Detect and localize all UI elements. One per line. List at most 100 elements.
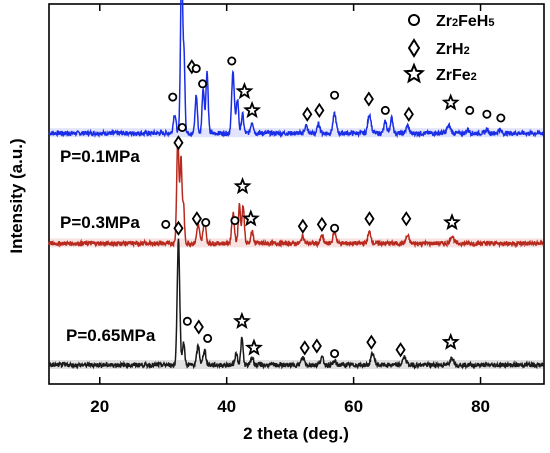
- series-p-0-1mpa-marker-11-circle-shape: [330, 90, 340, 100]
- series-p-0-1mpa-marker-7-star: [235, 81, 254, 100]
- legend-text: Zr: [436, 13, 452, 30]
- series-p-0-3mpa-trace: [48, 136, 545, 249]
- legend-item-circle: Zr2FeH5: [408, 13, 494, 30]
- series-p-0-1mpa-marker-6-circle: [227, 56, 237, 66]
- series-p-0-3mpa-marker-4-diamond-shape: [191, 211, 202, 227]
- series-p-0-65mpa-marker-5-star: [232, 311, 251, 329]
- series-p-0-1mpa-marker-6-circle-shape: [227, 56, 237, 66]
- series-p-0-1mpa-marker-8-star: [243, 100, 262, 119]
- series-p-0-3mpa-marker-1-circle-shape: [177, 123, 187, 133]
- series-p-0-1mpa-marker-9-diamond-shape: [302, 106, 313, 122]
- series-p-0-65mpa-marker-1-diamond: [173, 220, 184, 236]
- legend-circle-symbol: [408, 14, 420, 26]
- series-p-0-3mpa-marker-14-star-shape: [442, 212, 462, 231]
- series-p-0-65mpa-marker-3-diamond: [193, 319, 204, 335]
- series-p-0-1mpa-marker-9-diamond: [302, 106, 313, 122]
- series-p-0-3mpa-marker-8-star: [241, 209, 260, 227]
- series-p-0-65mpa-marker-7-diamond-shape: [299, 340, 310, 356]
- series-p-0-3mpa-marker-2-diamond-shape: [173, 135, 184, 151]
- series-p-0-65mpa-marker-12-star-shape: [441, 332, 460, 350]
- x-tick-label-20: 20: [90, 397, 109, 416]
- series-p-0-1mpa-marker-14-diamond: [403, 106, 414, 122]
- series-p-0-1mpa-marker-15-star-shape: [441, 93, 460, 111]
- series-p-0-1mpa-marker-17-circle-shape: [482, 109, 492, 119]
- series-p-0-3mpa-marker-6-circle: [230, 216, 240, 226]
- series-p-0-1mpa-marker-14-diamond-shape: [403, 106, 414, 122]
- series-p-0-1mpa-marker-11-circle: [330, 90, 340, 100]
- series-p-0-1mpa-marker-8-star-shape: [243, 100, 262, 119]
- series-p-0-3mpa-marker-11-circle-shape: [330, 223, 340, 233]
- series-p-0-1mpa-marker-13-circle-shape: [380, 105, 390, 115]
- series-p-0-1mpa-marker-18-circle: [496, 113, 506, 123]
- x-tick-label-80: 80: [471, 397, 490, 416]
- series-p-0-1mpa-marker-4-circle-shape: [191, 64, 201, 74]
- series-p-0-3mpa-marker-12-diamond-shape: [364, 211, 375, 227]
- series-p-0-3mpa-marker-12-diamond: [364, 211, 375, 227]
- peak-markers: [161, 56, 506, 359]
- series-label-1: P=0.1MPa: [60, 147, 140, 166]
- series-label-3: P=0.65MPa: [66, 326, 156, 345]
- series-p-0-1mpa-marker-16-circle-shape: [465, 105, 475, 115]
- series-p-0-65mpa-marker-6-star-shape: [244, 338, 264, 356]
- series-p-0-65mpa-trace: [48, 238, 545, 371]
- x-axis-label: 2 theta (deg.): [243, 424, 349, 443]
- series-p-0-3mpa-marker-13-diamond: [401, 211, 412, 227]
- series-p-0-1mpa-marker-12-diamond: [363, 91, 374, 107]
- series-p-0-1mpa-marker-10-diamond-shape: [314, 102, 325, 119]
- series-p-0-3mpa-marker-5-circle-shape: [201, 217, 211, 227]
- series-p-0-1mpa-marker-13-circle: [380, 105, 390, 115]
- legend-subscript: 5: [488, 17, 494, 29]
- series-p-0-65mpa-marker-12-star: [441, 332, 460, 350]
- series-p-0-1mpa-marker-15-star: [441, 93, 460, 111]
- x-tick-label-40: 40: [217, 397, 236, 416]
- series-p-0-1mpa-marker-12-diamond-shape: [363, 91, 374, 107]
- series-p-0-65mpa-marker-1-diamond-shape: [173, 220, 184, 236]
- legend-subscript: 2: [464, 45, 470, 57]
- series-p-0-65mpa-marker-2-circle-shape: [182, 316, 192, 326]
- series-label-2: P=0.3MPa: [60, 213, 140, 232]
- x-axis-ticks: 20 40 60 80: [90, 4, 490, 416]
- series-p-0-1mpa-marker-16-circle: [465, 105, 475, 115]
- x-tick-label-60: 60: [344, 397, 363, 416]
- legend-item-star-label: ZrFe2: [436, 67, 477, 84]
- series-p-0-3mpa-marker-10-diamond: [316, 216, 327, 233]
- series-p-0-3mpa-marker-13-diamond-shape: [401, 211, 412, 227]
- series-p-0-65mpa-marker-11-diamond: [395, 342, 406, 358]
- series-p-0-1mpa-marker-5-circle-shape: [198, 79, 208, 89]
- y-axis-label: Intensity (a.u.): [7, 138, 26, 253]
- series-p-0-3mpa-marker-7-star-shape: [233, 176, 252, 195]
- series-p-0-1mpa-marker-17-circle: [482, 109, 492, 119]
- series-p-0-65mpa-marker-11-diamond-shape: [395, 342, 406, 358]
- series-p-0-1mpa-trace: [48, 0, 545, 139]
- series-p-0-65mpa-marker-9-circle-shape: [330, 349, 340, 359]
- series-p-0-65mpa-marker-6-star: [244, 338, 264, 356]
- series-p-0-3mpa-marker-4-diamond: [191, 211, 202, 227]
- series-p-0-65mpa-marker-9-circle: [330, 349, 340, 359]
- legend-item-diamond: ZrH2: [407, 38, 470, 58]
- legend-text: ZrFe: [436, 67, 471, 84]
- series-p-0-65mpa-marker-4-circle: [203, 333, 213, 343]
- series-p-0-65mpa-marker-3-diamond-shape: [193, 319, 204, 335]
- legend-diamond-symbol: [407, 38, 421, 58]
- series-labels: P=0.1MPa P=0.3MPa P=0.65MPa: [60, 147, 156, 345]
- series-p-0-1mpa-marker-2-circle-shape: [168, 92, 178, 102]
- series-p-0-1mpa-marker-10-diamond: [314, 102, 325, 119]
- series-p-0-3mpa-marker-14-star: [442, 212, 462, 231]
- series-p-0-3mpa-marker-9-diamond: [297, 218, 308, 234]
- series-p-0-3mpa-marker-3-circle-shape: [161, 219, 171, 229]
- series-p-0-3mpa-marker-7-star: [233, 176, 252, 195]
- legend-text: FeH: [458, 13, 488, 30]
- legend-item-star: ZrFe2: [402, 62, 477, 84]
- legend-subscript: 2: [452, 17, 458, 29]
- series-p-0-3mpa-marker-9-diamond-shape: [297, 218, 308, 234]
- legend-subscript: 2: [471, 71, 477, 83]
- series-p-0-3mpa-marker-11-circle: [330, 223, 340, 233]
- legend-item-diamond-label: ZrH2: [436, 41, 470, 58]
- series-p-0-65mpa-marker-10-diamond-shape: [366, 334, 377, 350]
- series-p-0-3mpa-marker-10-diamond-shape: [316, 216, 327, 233]
- series-p-0-65mpa-marker-4-circle-shape: [203, 333, 213, 343]
- series-p-0-3mpa-marker-8-star-shape: [241, 209, 260, 227]
